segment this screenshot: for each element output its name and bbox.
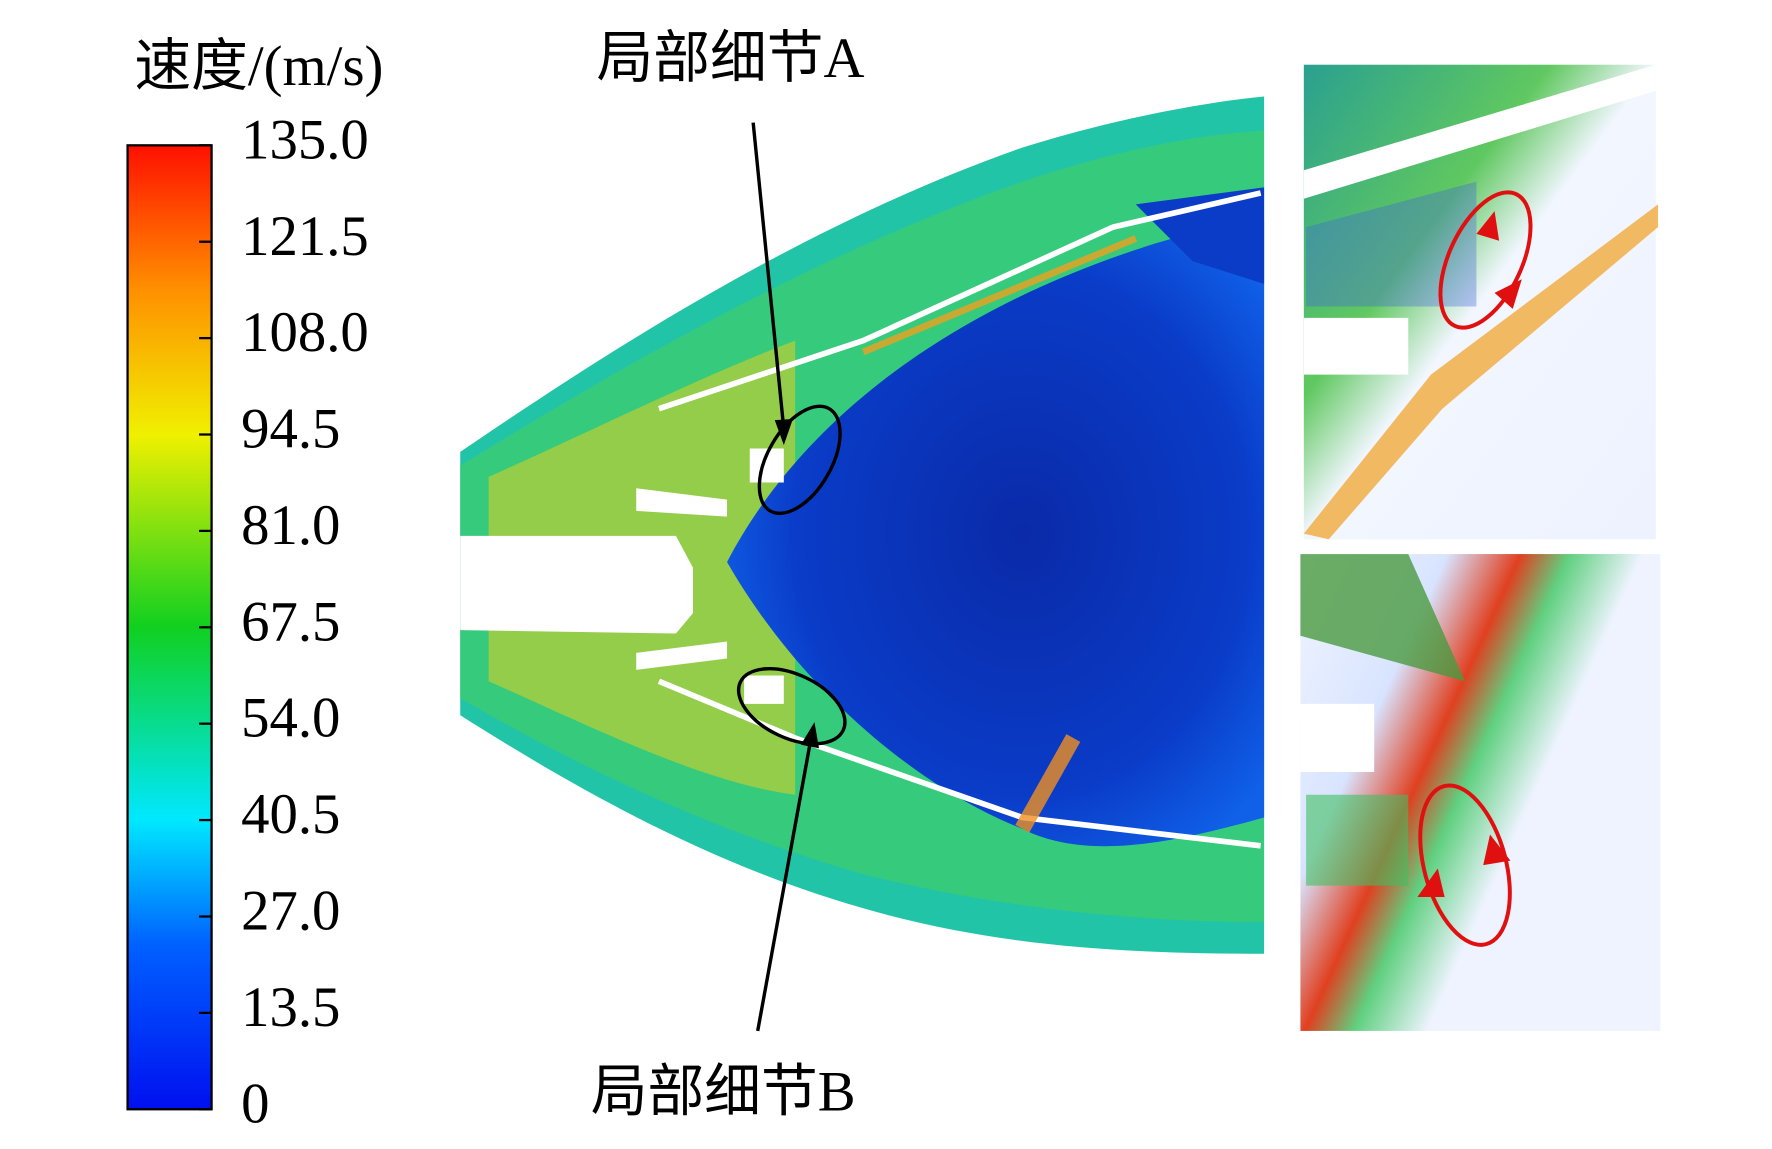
inset-detail-b xyxy=(1300,554,1661,1031)
colorbar-tick-label: 13.5 xyxy=(241,976,340,1039)
colorbar-tick-label: 135.0 xyxy=(241,108,369,171)
inset-detail-a xyxy=(1303,64,1659,540)
colorbar-tick-label: 121.5 xyxy=(241,205,369,268)
colorbar-tick-label: 27.0 xyxy=(241,880,340,943)
colorbar-ticks: 135.0 121.5 108.0 94.5 81.0 67.5 54.0 40.5 27.0 1… xyxy=(199,108,369,1135)
colorbar-tick-label: 81.0 xyxy=(241,494,340,557)
detail-a-arrow xyxy=(751,122,786,430)
colorbar-tick-label: 108.0 xyxy=(241,301,369,364)
detail-a-label: 局部细节A xyxy=(596,27,864,90)
velocity-contour xyxy=(460,96,1265,954)
colorbar-tick-label: 40.5 xyxy=(241,783,340,846)
colorbar-tick-label: 67.5 xyxy=(241,590,340,653)
colorbar-tick-label: 0 xyxy=(241,1072,269,1135)
detail-a-ellipse xyxy=(757,404,842,516)
colorbar xyxy=(126,144,213,1111)
detail-b-label: 局部细节B xyxy=(591,1060,856,1123)
detail-b-arrowhead xyxy=(800,722,820,749)
detail-b-ellipse xyxy=(736,667,847,746)
colorbar-tick-label: 54.0 xyxy=(241,687,340,750)
detail-b-arrow xyxy=(756,737,813,1032)
detail-a-arrowhead xyxy=(774,418,793,446)
colorbar-title: 速度/(m/s) xyxy=(134,35,383,98)
colorbar-tick-label: 94.5 xyxy=(241,398,340,461)
